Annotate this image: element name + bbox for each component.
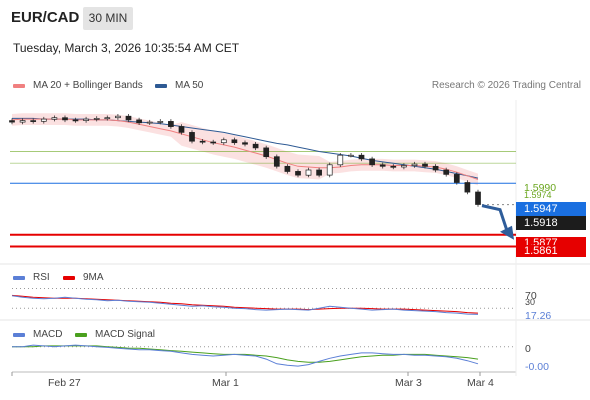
ma50-line xyxy=(12,117,479,179)
rsi-ma-legend: 9MA xyxy=(63,272,104,283)
candle xyxy=(305,169,312,176)
candle xyxy=(72,119,79,122)
candle xyxy=(369,158,375,166)
ma50-legend: MA 50 xyxy=(155,80,203,91)
rsi-legend: RSI xyxy=(13,272,50,283)
bollinger-band xyxy=(12,113,478,186)
candle xyxy=(337,154,344,166)
candle xyxy=(263,147,270,158)
timestamp: Tuesday, March 3, 2026 10:35:54 AM CET xyxy=(13,41,240,55)
rsi-current-label: 17.26 xyxy=(525,310,552,319)
candle xyxy=(379,164,386,167)
candle xyxy=(348,154,354,157)
candle xyxy=(242,142,248,145)
x-tick-label: Feb 27 xyxy=(48,377,81,389)
candle xyxy=(51,117,58,120)
candle xyxy=(40,118,47,122)
macd-signal-legend-label: MACD Signal xyxy=(95,329,156,340)
rsi-swatch xyxy=(13,275,25,280)
candle xyxy=(210,141,217,144)
candle xyxy=(295,171,301,176)
ma20-swatch xyxy=(13,83,25,88)
support-2-tag: 1.5861 xyxy=(516,245,586,257)
x-tick-label: Mar 4 xyxy=(467,377,494,389)
rsi-30-label: 30 xyxy=(525,299,536,305)
rsi-70-label: 70 xyxy=(525,290,537,302)
research-credit: Research © 2026 Trading Central xyxy=(431,80,581,91)
ma20-legend: MA 20 + Bollinger Bands xyxy=(13,80,143,91)
candle xyxy=(231,139,238,144)
candle xyxy=(316,169,322,176)
pivot-tag: 1.5947 xyxy=(516,202,586,216)
rsi-ma-swatch xyxy=(63,275,75,280)
rsi-ma-legend-label: 9MA xyxy=(83,272,104,283)
rsi-line xyxy=(11,295,479,315)
macd-current-label: -0.00 xyxy=(525,361,549,373)
candle xyxy=(157,121,164,123)
candle xyxy=(115,115,121,119)
last-price-tag: 1.5918 xyxy=(516,216,586,230)
candle xyxy=(136,119,142,124)
resistance-2-label: 1.5974 xyxy=(524,191,552,198)
candle xyxy=(432,165,439,171)
macd-signal-legend: MACD Signal xyxy=(75,329,155,340)
macd-line xyxy=(12,344,479,367)
candle xyxy=(273,156,280,167)
candle xyxy=(252,143,259,149)
candle xyxy=(178,126,185,133)
candle xyxy=(19,120,26,123)
candle xyxy=(83,118,89,121)
candle xyxy=(475,191,481,205)
x-tick-label: Mar 3 xyxy=(395,377,422,389)
candle xyxy=(284,165,291,172)
macd-legend-label: MACD xyxy=(33,329,63,340)
forecast-arrow-head xyxy=(500,225,514,240)
candle xyxy=(125,115,132,121)
candle xyxy=(93,118,100,120)
candle xyxy=(104,117,111,120)
timeframe-badge[interactable]: 30 MIN xyxy=(83,7,133,30)
candle xyxy=(30,120,37,122)
candle xyxy=(464,182,471,193)
candle xyxy=(62,117,68,121)
candle xyxy=(453,174,460,183)
candle xyxy=(199,140,206,143)
candle xyxy=(358,154,365,160)
candle xyxy=(326,164,333,176)
support-1-tag: 1.5877 xyxy=(516,237,586,245)
candle xyxy=(220,139,227,144)
macd-zero-label: 0 xyxy=(525,343,531,355)
candle xyxy=(146,121,153,124)
resistance-1-label: 1.5990 xyxy=(524,182,557,194)
candle xyxy=(411,163,418,166)
candle xyxy=(422,163,428,167)
ma50-legend-label: MA 50 xyxy=(175,80,204,91)
candle xyxy=(189,132,195,142)
candle xyxy=(443,169,450,175)
macd-signal-swatch xyxy=(75,332,87,337)
ma50-swatch xyxy=(155,83,167,88)
x-tick-label: Mar 1 xyxy=(212,377,239,389)
forecast-arrow xyxy=(481,204,510,235)
macd-swatch xyxy=(13,332,25,337)
candle xyxy=(390,165,397,168)
macd-signal-line xyxy=(12,345,479,363)
candle xyxy=(401,165,407,168)
ma20-legend-label: MA 20 + Bollinger Bands xyxy=(33,80,143,91)
candle xyxy=(9,120,15,123)
candle xyxy=(168,121,174,127)
ma20-line xyxy=(11,118,479,180)
instrument-title: EUR/CAD xyxy=(11,9,80,26)
macd-legend: MACD xyxy=(13,329,62,340)
rsi-legend-label: RSI xyxy=(33,272,50,283)
